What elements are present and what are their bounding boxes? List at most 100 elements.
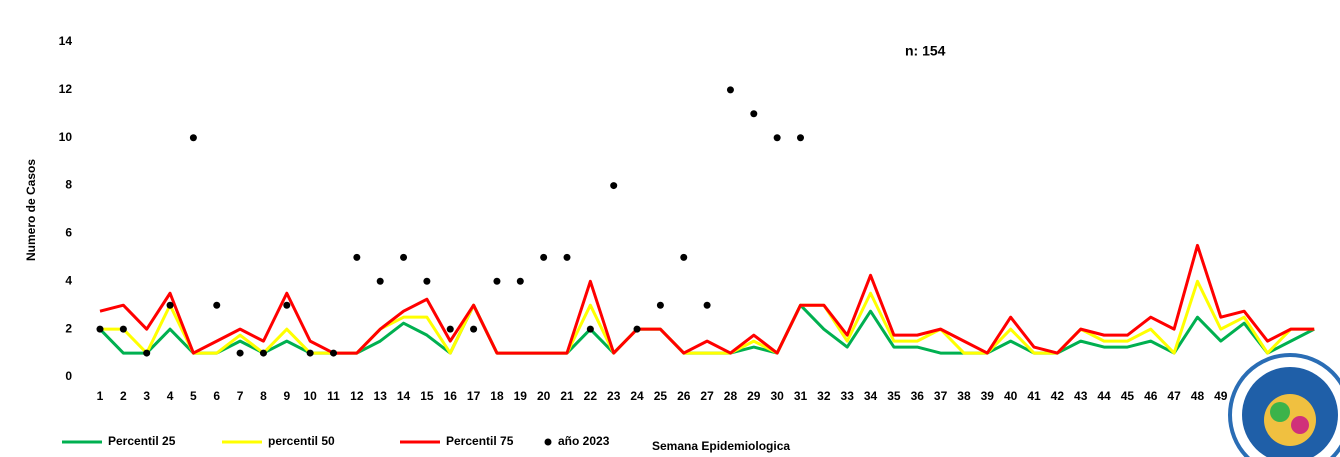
x-tick-label: 18 (490, 389, 504, 403)
x-tick-label: 6 (213, 389, 220, 403)
x-tick-label: 10 (303, 389, 317, 403)
x-tick-label: 36 (911, 389, 925, 403)
x-tick-label: 27 (700, 389, 714, 403)
data-point (446, 325, 454, 333)
x-tick-label: 5 (190, 389, 197, 403)
x-tick-label: 20 (537, 389, 551, 403)
data-point (797, 134, 804, 142)
data-point (353, 253, 361, 261)
legend-label: Percentil 25 (108, 434, 176, 448)
x-tick-label: 31 (794, 389, 808, 403)
x-tick-label: 33 (841, 389, 855, 403)
data-point (586, 325, 594, 333)
x-tick-label: 13 (374, 389, 388, 403)
x-tick-label: 21 (560, 389, 574, 403)
y-tick-label: 14 (59, 34, 73, 48)
x-tick-label: 16 (444, 389, 458, 403)
y-tick-label: 6 (65, 226, 72, 240)
x-tick-label: 39 (981, 389, 995, 403)
x-tick-label: 24 (630, 389, 644, 403)
data-point (680, 253, 688, 261)
y-tick-label: 2 (65, 321, 72, 335)
series-line (98, 303, 1315, 355)
x-tick-label: 45 (1121, 389, 1135, 403)
x-tick-label: 2 (120, 389, 127, 403)
x-tick-label: 32 (817, 389, 831, 403)
y-tick-label: 4 (65, 273, 72, 287)
x-tick-label: 12 (350, 389, 364, 403)
series-line (99, 243, 1315, 355)
x-tick-label: 41 (1027, 389, 1041, 403)
x-tick-label: 30 (770, 389, 784, 403)
x-tick-label: 42 (1051, 389, 1065, 403)
x-tick-label: 9 (283, 389, 290, 403)
x-tick-label: 22 (584, 389, 598, 403)
data-point (166, 301, 174, 309)
data-point (540, 253, 548, 261)
y-tick-label: 12 (59, 82, 73, 96)
data-point (610, 182, 618, 190)
x-tick-label: 48 (1191, 389, 1205, 403)
x-tick-label: 3 (143, 389, 150, 403)
data-point (236, 349, 244, 357)
data-point (376, 277, 384, 285)
x-tick-label: 40 (1004, 389, 1018, 403)
data-point (750, 110, 758, 118)
x-tick-label: 23 (607, 389, 621, 403)
x-tick-label: 44 (1097, 389, 1111, 403)
data-point (96, 325, 104, 333)
x-tick-label: 34 (864, 389, 878, 403)
x-tick-label: 26 (677, 389, 691, 403)
data-point (493, 277, 501, 285)
annotation: n: 154 (905, 43, 946, 59)
x-tick-label: 49 (1214, 389, 1228, 403)
y-tick-label: 8 (65, 178, 72, 192)
legend-label: Percentil 75 (446, 434, 514, 448)
data-point (259, 349, 267, 357)
x-tick-label: 7 (237, 389, 244, 403)
data-point (189, 134, 197, 142)
y-tick-label: 10 (59, 130, 73, 144)
x-tick-label: 1 (97, 389, 104, 403)
x-tick-label: 4 (167, 389, 174, 403)
data-point (400, 253, 408, 261)
x-tick-label: 37 (934, 389, 948, 403)
legend-label: percentil 50 (268, 434, 335, 448)
legend-swatch (544, 438, 552, 446)
x-tick-label: 19 (514, 389, 528, 403)
data-point (283, 301, 291, 309)
data-point (143, 349, 151, 357)
legend-label: año 2023 (558, 434, 610, 448)
series-line (100, 279, 1315, 355)
y-tick-label: 0 (65, 369, 72, 383)
data-point (563, 253, 571, 261)
x-tick-label: 47 (1167, 389, 1181, 403)
data-point (633, 325, 641, 333)
x-tick-label: 17 (467, 389, 481, 403)
x-tick-label: 35 (887, 389, 901, 403)
data-point (656, 301, 664, 309)
data-point (119, 325, 127, 333)
data-point (213, 301, 221, 309)
y-axis-title: Numero de Casos (24, 159, 38, 261)
x-tick-label: 38 (957, 389, 971, 403)
data-point (423, 277, 431, 285)
x-tick-label: 43 (1074, 389, 1088, 403)
data-point (773, 134, 781, 142)
logo (1228, 353, 1340, 457)
x-tick-label: 25 (654, 389, 668, 403)
x-tick-label: 15 (420, 389, 434, 403)
data-point (470, 325, 478, 333)
data-point (306, 349, 314, 357)
data-point (330, 349, 337, 357)
data-point (726, 86, 734, 94)
x-tick-label: 46 (1144, 389, 1158, 403)
x-tick-label: 14 (397, 389, 411, 403)
x-tick-label: 8 (260, 389, 267, 403)
x-tick-label: 28 (724, 389, 738, 403)
x-tick-label: 11 (327, 389, 340, 403)
x-axis-title: Semana Epidemiologica (652, 439, 790, 453)
x-tick-label: 29 (747, 389, 761, 403)
data-point (516, 277, 524, 285)
